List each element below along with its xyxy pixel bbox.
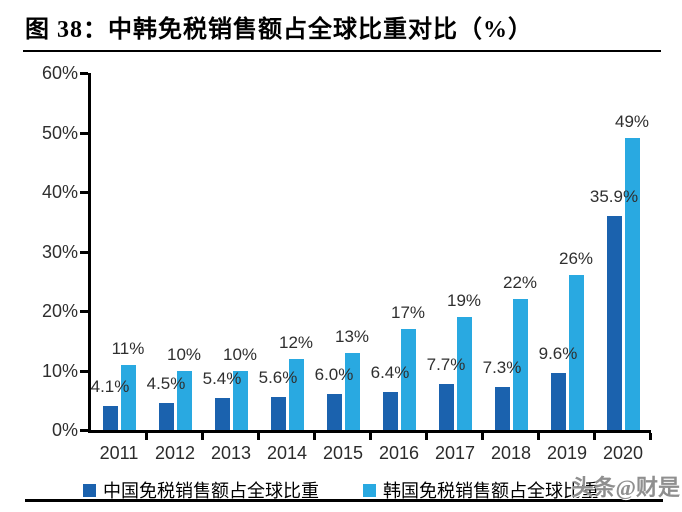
legend-item-korea: 韩国免税销售额占全球比重 (363, 477, 599, 503)
bar-group-2017: 7.7% 19% (427, 73, 483, 430)
bar-label-korea-2012: 10% (166, 344, 202, 364)
x-axis-label-2018: 2018 (490, 443, 532, 463)
figure-title: 图 38：中韩免税销售额占全球比重对比（%） (25, 17, 533, 43)
x-axis-label-2016: 2016 (378, 443, 420, 463)
bar-label-korea-2016: 17% (390, 302, 426, 322)
bar-china-2014 (270, 396, 286, 430)
y-axis-label: 10% (41, 360, 78, 381)
bar-label-china-2020: 35.9% (589, 187, 639, 207)
bar-korea-2018 (512, 299, 528, 430)
x-axis-label-2011: 2011 (99, 443, 139, 463)
y-axis-label: 40% (41, 182, 78, 202)
y-axis-tick (80, 131, 88, 135)
bar-group-2014: 5.6% 12% (259, 73, 315, 430)
bar-china-2013 (214, 397, 230, 430)
bar-label-korea-2019: 26% (558, 249, 594, 269)
bar-label-korea-2013: 10% (222, 344, 258, 364)
bar-china-2018 (494, 386, 510, 430)
y-axis-label: 30% (41, 241, 78, 262)
legend-item-china: 中国免税销售额占全球比重 (83, 477, 319, 503)
y-axis-label: 20% (41, 301, 78, 321)
bar-china-2011 (102, 405, 118, 430)
x-axis-label-2020: 2020 (602, 443, 644, 463)
y-axis-tick (80, 369, 88, 373)
bar-korea-2020 (624, 138, 640, 430)
legend-label-korea: 韩国免税销售额占全球比重 (383, 481, 599, 501)
bar-korea-2011 (120, 364, 136, 430)
x-axis-tick (649, 433, 652, 440)
bar-label-china-2016: 6.4% (370, 362, 410, 382)
legend-label-china: 中国免税销售额占全球比重 (103, 481, 319, 501)
bar-group-2020: 35.9% 49% (590, 73, 651, 430)
bar-group-2018: 7.3% 22% (483, 73, 539, 430)
bar-china-2020 (606, 216, 622, 430)
y-axis-tick (80, 72, 88, 75)
bar-china-2015 (326, 394, 342, 430)
bar-group-2013: 5.4% 10% (203, 73, 259, 430)
x-axis-tick (313, 433, 316, 440)
bar-label-china-2017: 7.7% (426, 355, 466, 375)
x-axis-tick (201, 433, 204, 440)
x-axis-label-2019: 2019 (546, 443, 588, 463)
legend-swatch-china-icon (83, 483, 96, 497)
x-axis-tick (369, 433, 372, 440)
bottom-rule (25, 499, 663, 502)
bar-china-2012 (158, 403, 174, 430)
bar-label-korea-2015: 13% (334, 326, 370, 346)
bar-group-2019: 9.6% 26% (539, 73, 595, 430)
bar-korea-2019 (568, 275, 584, 430)
x-axis-label-2017: 2017 (434, 443, 476, 463)
legend: 中国免税销售额占全球比重 韩国免税销售额占全球比重 (0, 477, 682, 503)
bar-korea-2014 (288, 358, 304, 430)
y-axis-tick (80, 191, 88, 194)
x-axis-label-2014: 2014 (266, 443, 308, 463)
x-axis-tick (145, 433, 148, 440)
y-axis-label: 50% (41, 122, 78, 143)
bar-label-china-2015: 6.0% (314, 365, 354, 385)
bar-group-2015: 6.0% 13% (315, 73, 371, 430)
bar-china-2019 (550, 372, 566, 430)
bar-label-china-2013: 5.4% (202, 368, 242, 388)
watermark: 头条@财是 (571, 475, 680, 500)
bar-label-korea-2020: 49% (614, 112, 650, 132)
bar-korea-2013 (232, 370, 248, 430)
x-axis-label-2013: 2013 (210, 443, 252, 463)
bar-label-china-2011: 4.1% (90, 376, 130, 396)
bar-group-2012: 4.5% 10% (147, 73, 203, 430)
bar-group-2011: 4.1% 11% (91, 73, 147, 430)
bar-label-china-2012: 4.5% (146, 374, 186, 394)
bar-label-china-2014: 5.6% (258, 367, 298, 387)
bar-label-korea-2017: 19% (446, 290, 482, 310)
bar-label-china-2019: 9.6% (538, 343, 578, 363)
x-axis-tick (481, 433, 484, 440)
title-underline (23, 50, 661, 52)
x-axis-tick (537, 433, 540, 440)
y-axis-tick (80, 310, 88, 313)
bar-korea-2017 (456, 316, 472, 430)
bar-china-2016 (382, 391, 398, 430)
x-axis-tick (257, 433, 260, 440)
x-axis-tick (593, 433, 596, 440)
legend-swatch-korea-icon (363, 483, 376, 497)
bar-korea-2015 (344, 352, 360, 430)
bar-korea-2012 (176, 370, 192, 430)
x-axis-tick (425, 433, 428, 440)
bar-label-china-2018: 7.3% (482, 357, 522, 377)
y-axis-tick (80, 429, 88, 432)
x-axis-label-2015: 2015 (322, 443, 364, 463)
bar-label-korea-2018: 22% (502, 273, 538, 293)
bar-label-korea-2011: 11% (111, 338, 145, 358)
y-axis-label: 0% (51, 420, 78, 440)
plot-area: 4.1% 11% 4.5% 10% 5.4% 10% 5.6% 12% 6.0% 13% 6.4% 1… (88, 73, 651, 433)
bar-label-korea-2014: 12% (278, 332, 314, 352)
y-axis-tick (80, 250, 88, 254)
x-axis-label-2012: 2012 (154, 443, 196, 463)
y-axis-label: 60% (41, 63, 78, 83)
bar-china-2017 (438, 384, 454, 430)
bar-group-2016: 6.4% 17% (371, 73, 427, 430)
bar-korea-2016 (400, 328, 416, 430)
